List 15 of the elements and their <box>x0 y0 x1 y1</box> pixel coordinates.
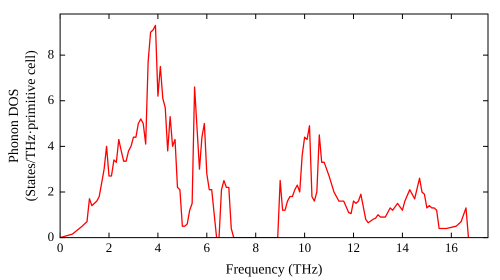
x-tick-label: 6 <box>204 240 211 255</box>
y-tick-label: 2 <box>48 183 54 198</box>
y-tick-label: 0 <box>48 229 54 244</box>
x-tick-label: 8 <box>252 240 259 255</box>
y-tick-label: 8 <box>48 46 54 62</box>
y-axis-title: Phonon DOS (States/THz·primitive cell) <box>7 50 39 202</box>
x-tick-label: 14 <box>396 240 410 255</box>
x-tick-label: 12 <box>347 240 360 255</box>
x-tick-label: 10 <box>298 240 312 255</box>
x-tick-label: 16 <box>444 240 458 255</box>
x-tick-label: 4 <box>154 240 162 255</box>
y-tick-label: 4 <box>48 138 55 153</box>
x-axis-title: Frequency (THz) <box>226 262 323 278</box>
y-tick-label: 6 <box>48 92 55 108</box>
x-tick-label: 2 <box>106 240 112 255</box>
